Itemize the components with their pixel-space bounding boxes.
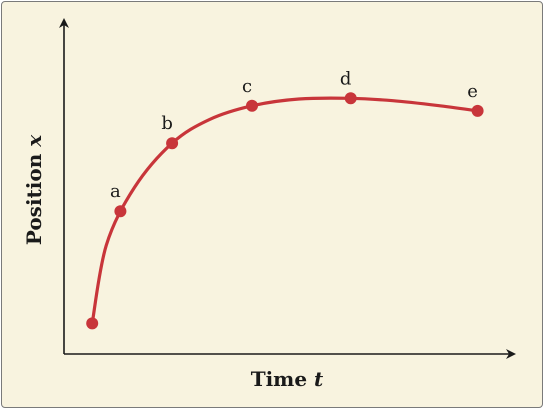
x-axis-label: Time t [251,367,324,391]
y-axis-variable: x [22,134,46,148]
data-point-origin [86,317,99,330]
data-point-c [246,99,258,112]
y-axis-label: Position x [22,134,46,245]
data-point-d [344,92,357,105]
point-label-c: c [242,76,252,97]
point-label-b: b [161,113,173,134]
x-axis-variable: t [314,367,324,391]
data-point-a [114,205,127,218]
point-label-d: d [340,68,352,89]
point-label-a: a [110,181,121,202]
point-label-e: e [467,81,478,102]
data-point-b [166,137,179,150]
data-points: a b c d e [86,68,484,330]
position-curve [90,96,480,325]
data-point-e [471,104,484,117]
